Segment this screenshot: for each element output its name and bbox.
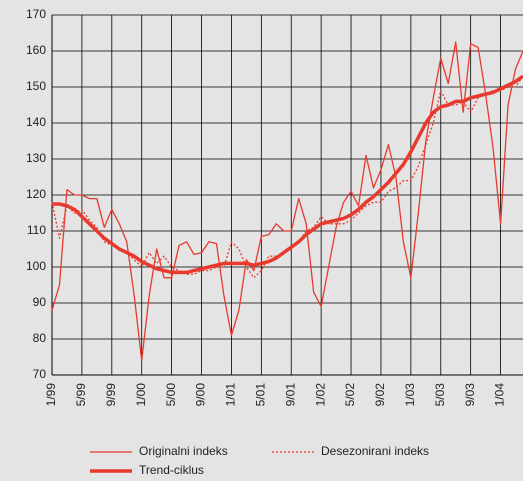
y-tick-label: 100 — [26, 259, 46, 273]
legend-label: Originalni indeks — [139, 444, 228, 458]
y-tick-label: 150 — [26, 79, 46, 93]
y-tick-label: 140 — [26, 115, 46, 129]
x-tick-label: 5/99 — [74, 383, 88, 407]
series-line — [51, 41, 523, 362]
y-tick-label: 160 — [26, 43, 46, 57]
x-tick-label: 1/04 — [493, 383, 507, 407]
y-tick-label: 90 — [33, 295, 47, 309]
y-tick-label: 130 — [26, 151, 46, 165]
series-line — [51, 75, 523, 279]
y-tick-label: 120 — [26, 187, 46, 201]
y-tick-label: 70 — [33, 367, 47, 381]
x-tick-label: 5/02 — [343, 383, 357, 407]
y-tick-label: 110 — [27, 223, 46, 237]
x-tick-label: 5/00 — [164, 383, 178, 407]
y-tick-label: 80 — [33, 331, 47, 345]
x-tick-label: 1/03 — [403, 383, 417, 407]
x-tick-label: 1/02 — [313, 383, 327, 407]
x-tick-label: 1/99 — [44, 383, 58, 407]
x-tick-label: 9/02 — [373, 383, 387, 407]
x-tick-label: 9/99 — [104, 383, 118, 407]
y-tick-label: 170 — [26, 7, 46, 21]
x-tick-label: 1/00 — [134, 383, 148, 407]
x-tick-label: 9/00 — [194, 383, 208, 407]
x-tick-label: 5/01 — [254, 383, 268, 407]
x-tick-label: 1/01 — [224, 383, 238, 407]
x-tick-label: 9/01 — [283, 383, 297, 407]
series-line — [52, 74, 523, 275]
legend-label: Desezonirani indeks — [321, 444, 429, 458]
x-tick-label: 5/03 — [433, 383, 447, 407]
legend-label: Trend-ciklus — [139, 463, 204, 477]
x-tick-label: 9/03 — [463, 383, 477, 407]
